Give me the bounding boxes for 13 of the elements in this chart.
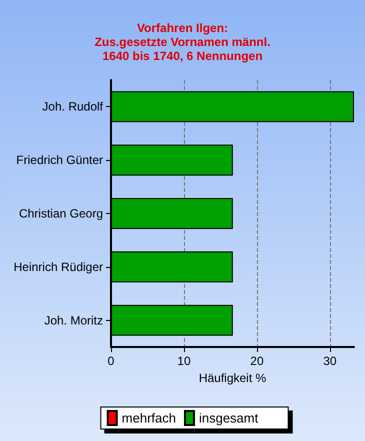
legend-label: mehrfach [122,410,176,426]
chart-title: Vorfahren Ilgen: Zus.gesetzte Vornamen männl. 1640 bis 1740, 6 Nennungen [94,21,270,63]
legend-label: insgesamt [198,410,259,426]
y-tick-label: Joh. Moritz [44,313,103,328]
y-tick-label: Heinrich Rüdiger [14,260,103,274]
y-tick-label: Joh. Rudolf [42,100,104,114]
x-tick-label: 0 [108,354,115,368]
x-tick-label: 30 [323,354,337,368]
y-tick-label: Christian Georg [18,206,103,220]
x-axis-title: Häufigkeit % [198,370,267,385]
x-tick-label: 20 [250,354,264,368]
x-tick-label: 10 [177,354,191,368]
y-tick-label: Friedrich Günter [16,153,103,168]
